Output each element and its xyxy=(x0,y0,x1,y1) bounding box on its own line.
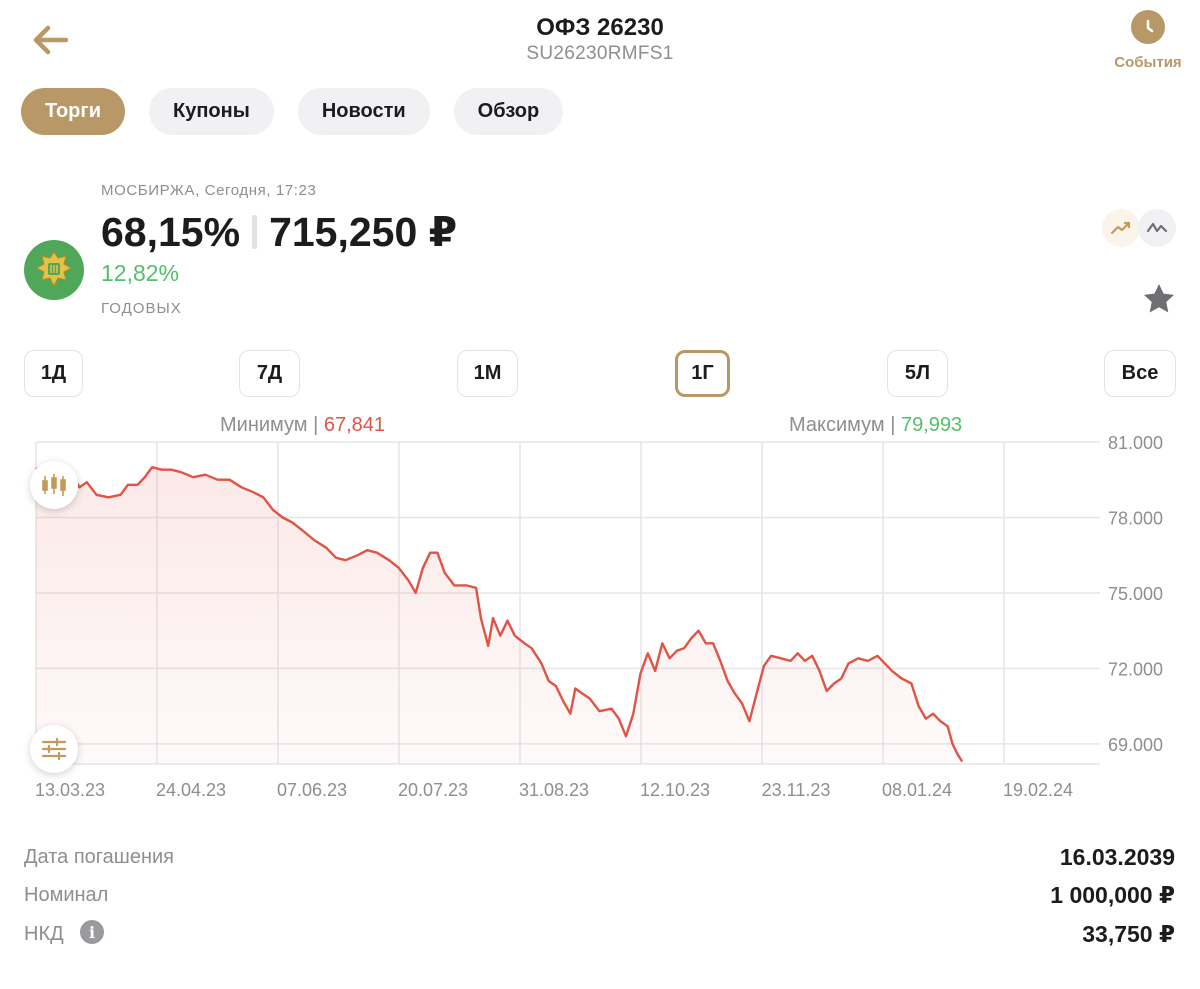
x-tick-label: 24.04.23 xyxy=(156,780,226,800)
issuer-logo xyxy=(24,240,84,300)
y-tick-label: 72.000 xyxy=(1108,659,1163,679)
page-subtitle: SU26230RMFS1 xyxy=(526,43,674,64)
minimum-value: 67,841 xyxy=(323,414,386,436)
period-all[interactable]: Все xyxy=(1104,350,1176,397)
price-chart-toggle[interactable] xyxy=(1138,209,1176,247)
trend-up-icon xyxy=(1110,221,1131,235)
tab-overview[interactable]: Обзор xyxy=(453,88,564,135)
minimum-label: Минимум xyxy=(220,414,308,436)
tab-bar: Торги Купоны Новости Обзор xyxy=(21,88,564,135)
maturity-date-value: 16.03.2039 xyxy=(1059,844,1175,870)
price-rub: 715,250 ₽ xyxy=(269,209,458,255)
tab-coupons[interactable]: Купоны xyxy=(149,88,274,135)
x-tick-label: 23.11.23 xyxy=(762,780,831,800)
events-label: События xyxy=(1114,54,1182,71)
info-icon[interactable]: i xyxy=(80,920,104,944)
x-tick-label: 31.08.23 xyxy=(519,780,589,800)
chart-settings-button[interactable] xyxy=(30,725,78,773)
period-5y[interactable]: 5Л xyxy=(887,350,948,397)
yield-label: ГОДОВЫХ xyxy=(101,300,182,317)
minimum-readout: Минимум | 67,841 xyxy=(220,414,386,436)
period-1y[interactable]: 1Г xyxy=(675,350,730,397)
accrued-interest-label: НКД xyxy=(24,923,64,945)
yield-chart-toggle[interactable] xyxy=(1102,209,1140,247)
candles-toggle-button[interactable] xyxy=(30,461,78,509)
tab-news[interactable]: Новости xyxy=(297,88,430,135)
y-tick-label: 75.000 xyxy=(1108,584,1163,604)
back-button[interactable] xyxy=(24,18,76,62)
maximum-readout: Максимум | 79,993 xyxy=(789,414,963,436)
emblem-icon xyxy=(35,251,73,288)
clock-icon xyxy=(1131,10,1165,44)
trend-wave-icon xyxy=(1146,222,1168,233)
exchange-timestamp: МОСБИРЖА, Сегодня, 17:23 xyxy=(101,182,317,199)
period-1d[interactable]: 1Д xyxy=(24,350,83,397)
price-separator xyxy=(252,215,258,249)
maturity-date-label: Дата погашения xyxy=(24,846,174,868)
nominal-label: Номинал xyxy=(24,884,109,906)
y-tick-label: 81.000 xyxy=(1108,436,1163,453)
y-tick-label: 69.000 xyxy=(1108,735,1163,755)
x-tick-label: 12.10.23 xyxy=(640,780,710,800)
yield-value: 12,82% xyxy=(101,260,180,286)
tab-trades[interactable]: Торги xyxy=(21,88,126,135)
x-tick-label: 13.03.23 xyxy=(35,780,105,800)
maximum-label: Максимум xyxy=(789,414,885,436)
page-title: ОФЗ 26230 xyxy=(536,14,664,41)
arrow-left-icon xyxy=(33,25,68,55)
x-tick-label: 19.02.24 xyxy=(1003,780,1073,800)
price-line: 68,15% 715,250 ₽ xyxy=(101,208,457,256)
x-tick-label: 07.06.23 xyxy=(277,780,347,800)
price-chart[interactable]: 81.000 78.000 75.000 72.000 69.000 13.03.23 2… xyxy=(0,436,1200,808)
events-button[interactable]: События xyxy=(1110,10,1186,71)
candlestick-icon xyxy=(42,474,66,496)
x-tick-label: 08.01.24 xyxy=(882,780,952,800)
nominal-value: 1 000,000 ₽ xyxy=(1050,882,1175,908)
price-percent: 68,15% xyxy=(101,208,241,255)
series-line xyxy=(35,463,964,763)
series-area xyxy=(36,464,963,764)
accrued-interest-value: 33,750 ₽ xyxy=(1082,921,1175,947)
y-tick-label: 78.000 xyxy=(1108,508,1163,528)
maximum-value: 79,993 xyxy=(900,414,963,436)
star-icon xyxy=(1143,283,1175,313)
period-7d[interactable]: 7Д xyxy=(239,350,300,397)
period-1m[interactable]: 1М xyxy=(457,350,518,397)
sliders-icon xyxy=(41,737,67,761)
x-tick-label: 20.07.23 xyxy=(398,780,468,800)
favorite-button[interactable] xyxy=(1140,280,1178,318)
